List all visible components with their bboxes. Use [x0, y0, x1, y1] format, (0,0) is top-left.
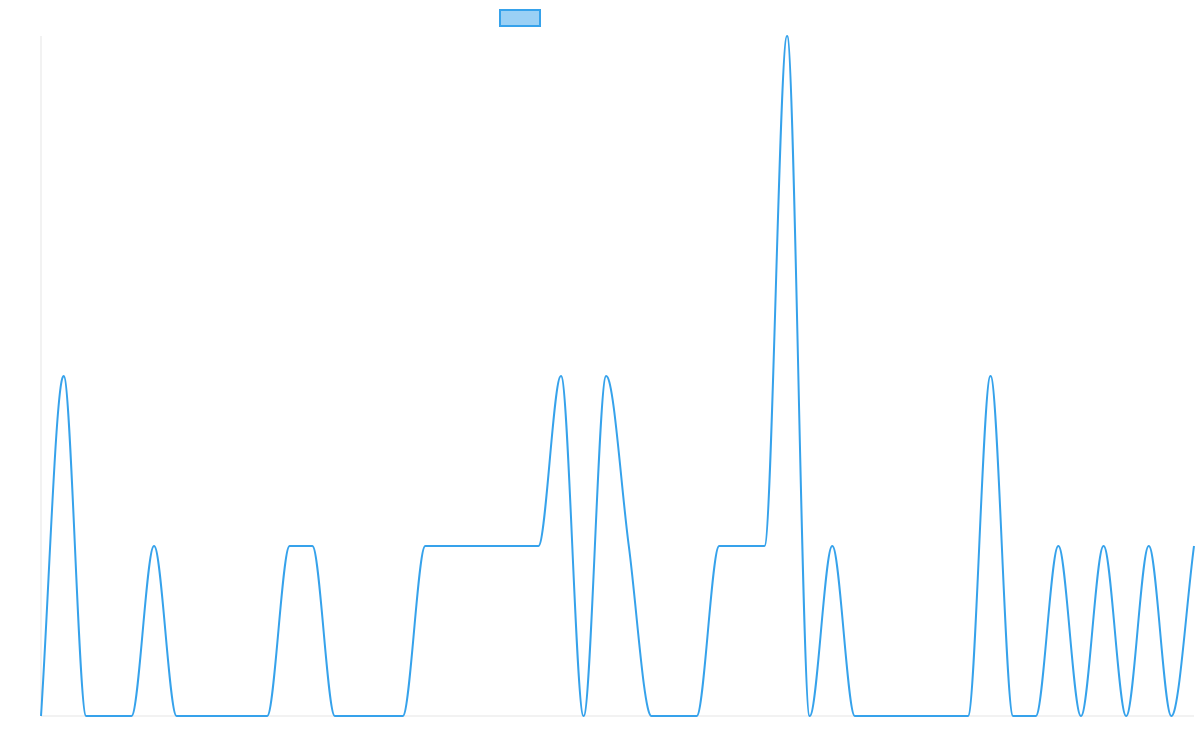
legend-swatch[interactable] — [499, 9, 541, 27]
legend[interactable] — [499, 9, 541, 27]
series-line — [40, 35, 1195, 717]
